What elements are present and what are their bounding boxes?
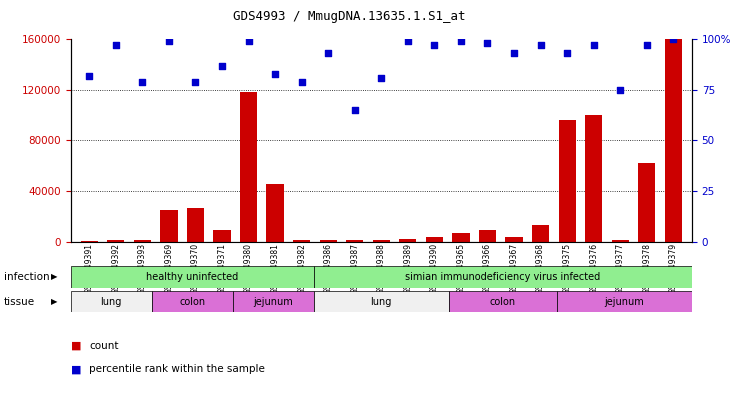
Bar: [559, 120, 576, 242]
Text: GDS4993 / MmugDNA.13635.1.S1_at: GDS4993 / MmugDNA.13635.1.S1_at: [234, 10, 466, 23]
Point: [402, 38, 414, 44]
Point: [136, 79, 148, 85]
Bar: [71, 266, 314, 288]
Point: [535, 42, 547, 48]
Bar: [107, 240, 124, 242]
Text: count: count: [89, 341, 119, 351]
Bar: [346, 240, 363, 242]
Bar: [240, 92, 257, 242]
Text: ▶: ▶: [51, 297, 57, 306]
Point: [269, 71, 281, 77]
Point: [667, 36, 679, 42]
Bar: [400, 239, 417, 242]
Bar: [664, 39, 682, 242]
Bar: [214, 230, 231, 242]
Bar: [80, 241, 98, 242]
Bar: [320, 241, 337, 242]
Point: [163, 38, 175, 44]
Bar: [152, 291, 233, 312]
Bar: [187, 208, 204, 242]
Point: [216, 62, 228, 69]
Bar: [612, 240, 629, 242]
Text: ▶: ▶: [51, 272, 57, 281]
Text: lung: lung: [100, 297, 122, 307]
Bar: [233, 291, 314, 312]
Point: [561, 50, 573, 57]
Point: [376, 75, 388, 81]
Bar: [557, 291, 692, 312]
Point: [508, 50, 520, 57]
Text: colon: colon: [179, 297, 205, 307]
Point: [588, 42, 600, 48]
Bar: [585, 115, 603, 242]
Text: simian immunodeficiency virus infected: simian immunodeficiency virus infected: [405, 272, 600, 282]
Text: infection: infection: [4, 272, 49, 282]
Text: colon: colon: [490, 297, 516, 307]
Bar: [314, 291, 449, 312]
Bar: [479, 230, 496, 242]
Point: [190, 79, 202, 85]
Point: [641, 42, 652, 48]
Point: [110, 42, 122, 48]
Point: [83, 73, 95, 79]
Bar: [71, 291, 152, 312]
Point: [481, 40, 493, 46]
Point: [455, 38, 467, 44]
Point: [322, 50, 334, 57]
Bar: [160, 210, 178, 242]
Bar: [452, 233, 469, 242]
Point: [243, 38, 254, 44]
Text: healthy uninfected: healthy uninfected: [146, 272, 238, 282]
Text: lung: lung: [371, 297, 392, 307]
Point: [349, 107, 361, 113]
Text: percentile rank within the sample: percentile rank within the sample: [89, 364, 265, 375]
Bar: [314, 266, 692, 288]
Text: jejunum: jejunum: [605, 297, 644, 307]
Bar: [638, 163, 655, 242]
Text: jejunum: jejunum: [254, 297, 293, 307]
Bar: [266, 184, 283, 242]
Bar: [373, 240, 390, 242]
Bar: [505, 237, 523, 242]
Text: ■: ■: [71, 364, 81, 375]
Text: ■: ■: [71, 341, 81, 351]
Point: [615, 87, 626, 93]
Point: [429, 42, 440, 48]
Bar: [134, 240, 151, 242]
Bar: [426, 237, 443, 242]
Bar: [532, 225, 549, 242]
Bar: [449, 291, 557, 312]
Point: [295, 79, 307, 85]
Bar: [293, 240, 310, 242]
Text: tissue: tissue: [4, 297, 35, 307]
